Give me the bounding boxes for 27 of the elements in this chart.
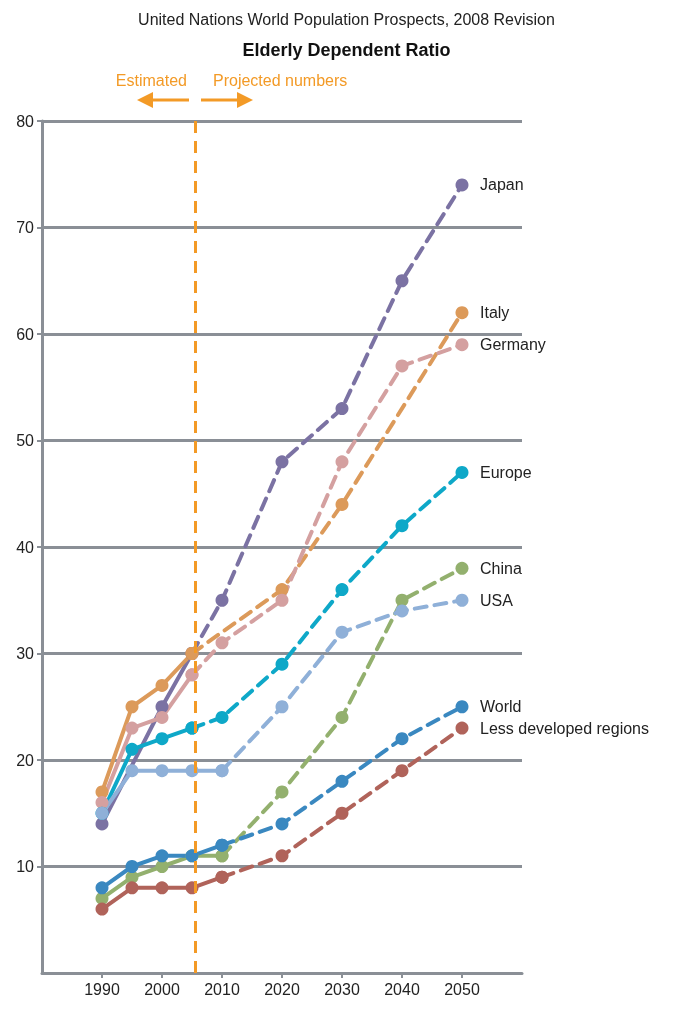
y-tick-label: 20	[16, 751, 35, 769]
x-tick-label: 2040	[384, 980, 420, 998]
y-tick-label: 70	[16, 219, 35, 236]
y-tick-label: 80	[16, 112, 35, 130]
series-label: Japan	[480, 176, 524, 194]
text: Estimated	[115, 72, 187, 89]
y-tick-label: 10	[16, 858, 35, 875]
chart-title: Elderly Dependent Ratio	[242, 40, 451, 60]
x-tick-label: 2030	[324, 980, 360, 998]
x-tick-label: 2010	[204, 980, 240, 998]
series-label: China	[480, 559, 522, 577]
y-tick-label: 40	[16, 538, 35, 556]
series-label: Germany	[480, 336, 546, 354]
series-label: Italy	[480, 304, 510, 322]
x-tick-label: 2020	[264, 980, 300, 998]
series-label: USA	[480, 591, 514, 609]
y-tick-label: 60	[16, 325, 35, 343]
x-tick-label: 2000	[144, 980, 180, 998]
y-tick-label: 50	[16, 432, 35, 449]
series-label: Europe	[480, 463, 532, 481]
series-label: World	[480, 698, 522, 716]
chart-subtitle: United Nations World Population Prospects, 2008 Revision	[138, 10, 555, 28]
text: Projected numbers	[213, 72, 348, 89]
y-tick-label: 30	[16, 645, 35, 662]
series-label: Less developed regions	[480, 719, 650, 737]
x-tick-label: 2050	[444, 980, 480, 998]
x-tick-label: 1990	[84, 980, 120, 998]
